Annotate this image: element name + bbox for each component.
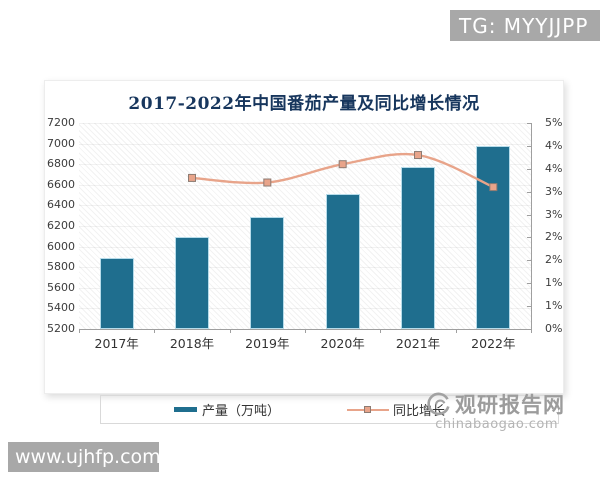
growth-line-series xyxy=(188,151,498,192)
growth-marker-2020年 xyxy=(338,160,347,169)
growth-line-path xyxy=(191,152,494,189)
x-axis-label: 2017年 xyxy=(94,336,139,351)
right-axis-tick-label: 4% xyxy=(545,138,563,152)
left-axis-tick-label: 5400 xyxy=(47,301,75,315)
right-axis-tick xyxy=(527,237,531,239)
gridline xyxy=(79,205,531,207)
x-axis-tick xyxy=(229,330,231,333)
site-watermark: 观研报告网 chinabaogao.com xyxy=(426,389,564,432)
left-axis-tick-label: 7000 xyxy=(47,136,75,150)
right-axis-tick xyxy=(527,191,531,193)
bar-2018年 xyxy=(175,237,209,329)
right-axis-tick-label: 5% xyxy=(545,116,563,129)
right-axis-tick-label: 4% xyxy=(545,161,563,175)
left-axis-tick-label: 6000 xyxy=(47,239,75,253)
right-axis-tick xyxy=(527,283,531,285)
left-axis-tick-label: 5200 xyxy=(47,322,75,335)
gridline xyxy=(79,164,531,166)
gridline xyxy=(79,226,531,227)
growth-marker-2018年 xyxy=(188,173,196,182)
x-axis-tick xyxy=(380,330,382,333)
left-axis-tick-label: 5600 xyxy=(47,280,75,294)
legend-label-growth: 同比增长 xyxy=(393,404,446,419)
x-axis-tick xyxy=(305,330,306,333)
left-axis-tick-label: 6400 xyxy=(47,198,75,212)
growth-marker-2022年 xyxy=(489,183,498,192)
gridline xyxy=(79,123,531,124)
legend-item-production: 产量（万吨） xyxy=(174,396,280,423)
right-axis-tick-label: 1% xyxy=(545,299,563,313)
legend-item-growth: 同比增长 xyxy=(347,396,445,423)
gridline xyxy=(79,267,531,269)
gridline xyxy=(79,246,531,248)
x-axis-label: 2019年 xyxy=(245,336,290,351)
legend-bar-swatch xyxy=(174,407,197,412)
gridline xyxy=(79,184,531,186)
x-axis-tick xyxy=(531,330,532,333)
tg-watermark-badge: TG: MYYJJPP xyxy=(450,10,600,41)
x-axis-label: 2021年 xyxy=(395,336,441,351)
right-axis-tick xyxy=(527,168,531,170)
right-axis-line xyxy=(531,123,532,330)
legend-line-marker xyxy=(364,406,371,413)
x-axis-tick xyxy=(455,330,457,333)
right-axis-tick xyxy=(527,214,531,216)
right-axis-tick xyxy=(527,260,531,262)
left-axis-tick-label: 6800 xyxy=(47,157,75,171)
right-axis-tick xyxy=(527,123,531,124)
watermark-swirl-logo-icon xyxy=(426,391,452,417)
right-axis-tick xyxy=(527,306,531,308)
plot-area xyxy=(79,123,531,329)
gridline xyxy=(79,308,531,310)
gridline xyxy=(79,287,531,289)
gridline xyxy=(79,143,531,145)
right-axis-tick-label: 2% xyxy=(545,230,563,244)
growth-marker-2021年 xyxy=(414,151,422,160)
x-axis-line xyxy=(79,329,532,330)
left-axis-tick-label: 5800 xyxy=(47,260,75,274)
bar-2021年 xyxy=(401,167,435,329)
bar-2017年 xyxy=(99,257,134,329)
x-axis-tick xyxy=(154,330,156,333)
right-axis-tick-label: 3% xyxy=(545,184,563,198)
left-axis-tick-label: 6600 xyxy=(47,177,75,191)
left-axis-tick-label: 6200 xyxy=(47,219,75,232)
right-axis-tick-label: 1% xyxy=(545,276,563,290)
growth-marker-2019年 xyxy=(263,178,272,187)
left-axis-tick-label: 7200 xyxy=(47,116,75,129)
x-axis-label: 2018年 xyxy=(169,336,215,351)
legend-line-swatch xyxy=(347,405,389,414)
right-axis-tick xyxy=(527,145,531,147)
bar-2020年 xyxy=(325,193,360,329)
x-axis-tick xyxy=(79,330,80,333)
site-url-badge: www.ujhfp.com xyxy=(8,442,161,472)
watermark-name: 观研报告网 xyxy=(455,393,565,417)
legend-label-production: 产量（万吨） xyxy=(202,404,281,419)
chart-title: 2017-2022年中国番茄产量及同比增长情况 xyxy=(128,94,480,114)
right-axis-tick-label: 0% xyxy=(545,322,563,335)
chart-legend: 产量（万吨） 同比增长 xyxy=(100,395,559,424)
chart-card: 2017-2022年中国番茄产量及同比增长情况 产量（万吨） 同比增长 xyxy=(44,80,564,432)
site-badge-text: www.ujhfp.com xyxy=(15,446,161,468)
right-axis-tick-label: 3% xyxy=(545,207,563,221)
right-axis-tick xyxy=(527,329,531,330)
right-axis-tick-label: 2% xyxy=(545,253,563,267)
x-axis-label: 2020年 xyxy=(320,336,365,351)
bar-2022年 xyxy=(476,145,511,329)
tg-badge-text: TG: MYYJJPP xyxy=(459,13,589,38)
watermark-domain: chinabaogao.com xyxy=(435,417,558,432)
x-axis-label: 2022年 xyxy=(471,336,516,351)
bar-2019年 xyxy=(250,216,285,329)
